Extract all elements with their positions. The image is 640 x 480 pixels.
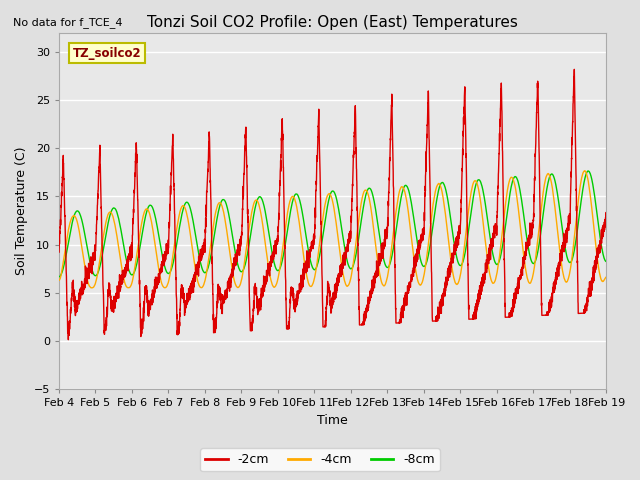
Text: TZ_soilco2: TZ_soilco2 <box>73 47 141 60</box>
Legend: -2cm, -4cm, -8cm: -2cm, -4cm, -8cm <box>200 448 440 471</box>
Title: Tonzi Soil CO2 Profile: Open (East) Temperatures: Tonzi Soil CO2 Profile: Open (East) Temp… <box>147 15 518 30</box>
Y-axis label: Soil Temperature (C): Soil Temperature (C) <box>15 146 28 275</box>
Text: No data for f_TCE_4: No data for f_TCE_4 <box>13 17 122 28</box>
X-axis label: Time: Time <box>317 414 348 427</box>
